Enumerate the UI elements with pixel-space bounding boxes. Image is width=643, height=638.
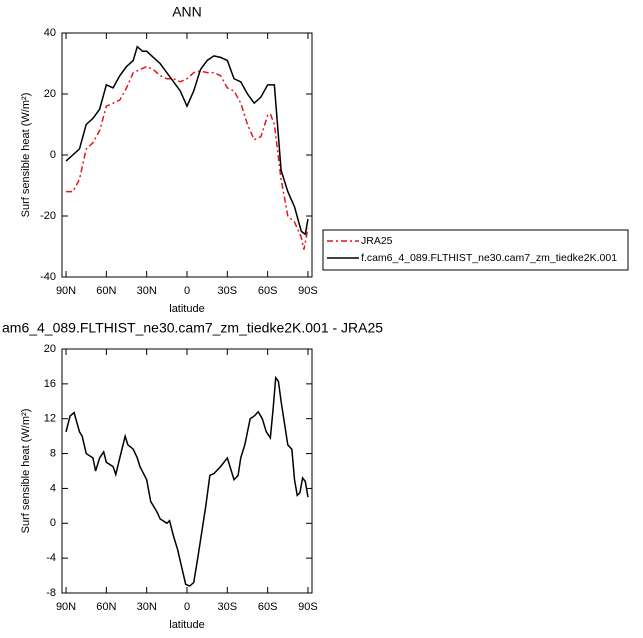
y-tick-label: -40 — [40, 271, 56, 283]
y-tick-label: -4 — [46, 552, 56, 564]
y-axis-label: Surf sensible heat (W/m²) — [20, 93, 32, 218]
data-line — [66, 65, 309, 250]
x-tick-label: 60S — [258, 285, 278, 297]
data-line — [65, 375, 309, 587]
legend-label: f.cam6_4_089.FLTHIST_ne30.cam7_zm_tiedke… — [361, 252, 617, 264]
x-tick-label: 60N — [96, 601, 116, 613]
x-tick-label: 90N — [56, 601, 76, 613]
x-tick-label: 30N — [137, 285, 157, 297]
x-tick-label: 30N — [137, 601, 157, 613]
y-tick-label: -20 — [40, 210, 56, 222]
y-tick-label: 40 — [44, 27, 56, 39]
x-tick-label: 30S — [218, 601, 238, 613]
chart-title: ANN — [172, 4, 202, 20]
y-tick-label: -8 — [46, 587, 56, 599]
y-tick-label: 20 — [44, 343, 56, 355]
y-axis-label: Surf sensible heat (W/m²) — [20, 409, 32, 534]
chart-title: am6_4_089.FLTHIST_ne30.cam7_zm_tiedke2K.… — [2, 320, 383, 336]
x-tick-label: 90N — [56, 285, 76, 297]
x-tick-label: 0 — [184, 285, 190, 297]
y-tick-label: 20 — [44, 88, 56, 100]
x-tick-label: 0 — [184, 601, 190, 613]
y-tick-label: 16 — [44, 378, 56, 390]
x-tick-label: 60N — [96, 285, 116, 297]
y-tick-label: 8 — [50, 447, 56, 459]
x-axis-label: latitude — [169, 619, 204, 631]
x-tick-label: 30S — [218, 285, 238, 297]
plot-frame — [61, 32, 313, 278]
y-tick-label: 0 — [50, 517, 56, 529]
x-axis-label: latitude — [169, 303, 204, 315]
data-line — [65, 45, 309, 236]
legend-label: JRA25 — [361, 235, 393, 247]
x-tick-label: 60S — [258, 601, 278, 613]
x-tick-label: 90S — [298, 285, 318, 297]
y-tick-label: 4 — [50, 482, 56, 494]
x-tick-label: 90S — [298, 601, 318, 613]
y-tick-label: 12 — [44, 413, 56, 425]
legend-box — [322, 229, 629, 271]
y-tick-label: 0 — [50, 149, 56, 161]
